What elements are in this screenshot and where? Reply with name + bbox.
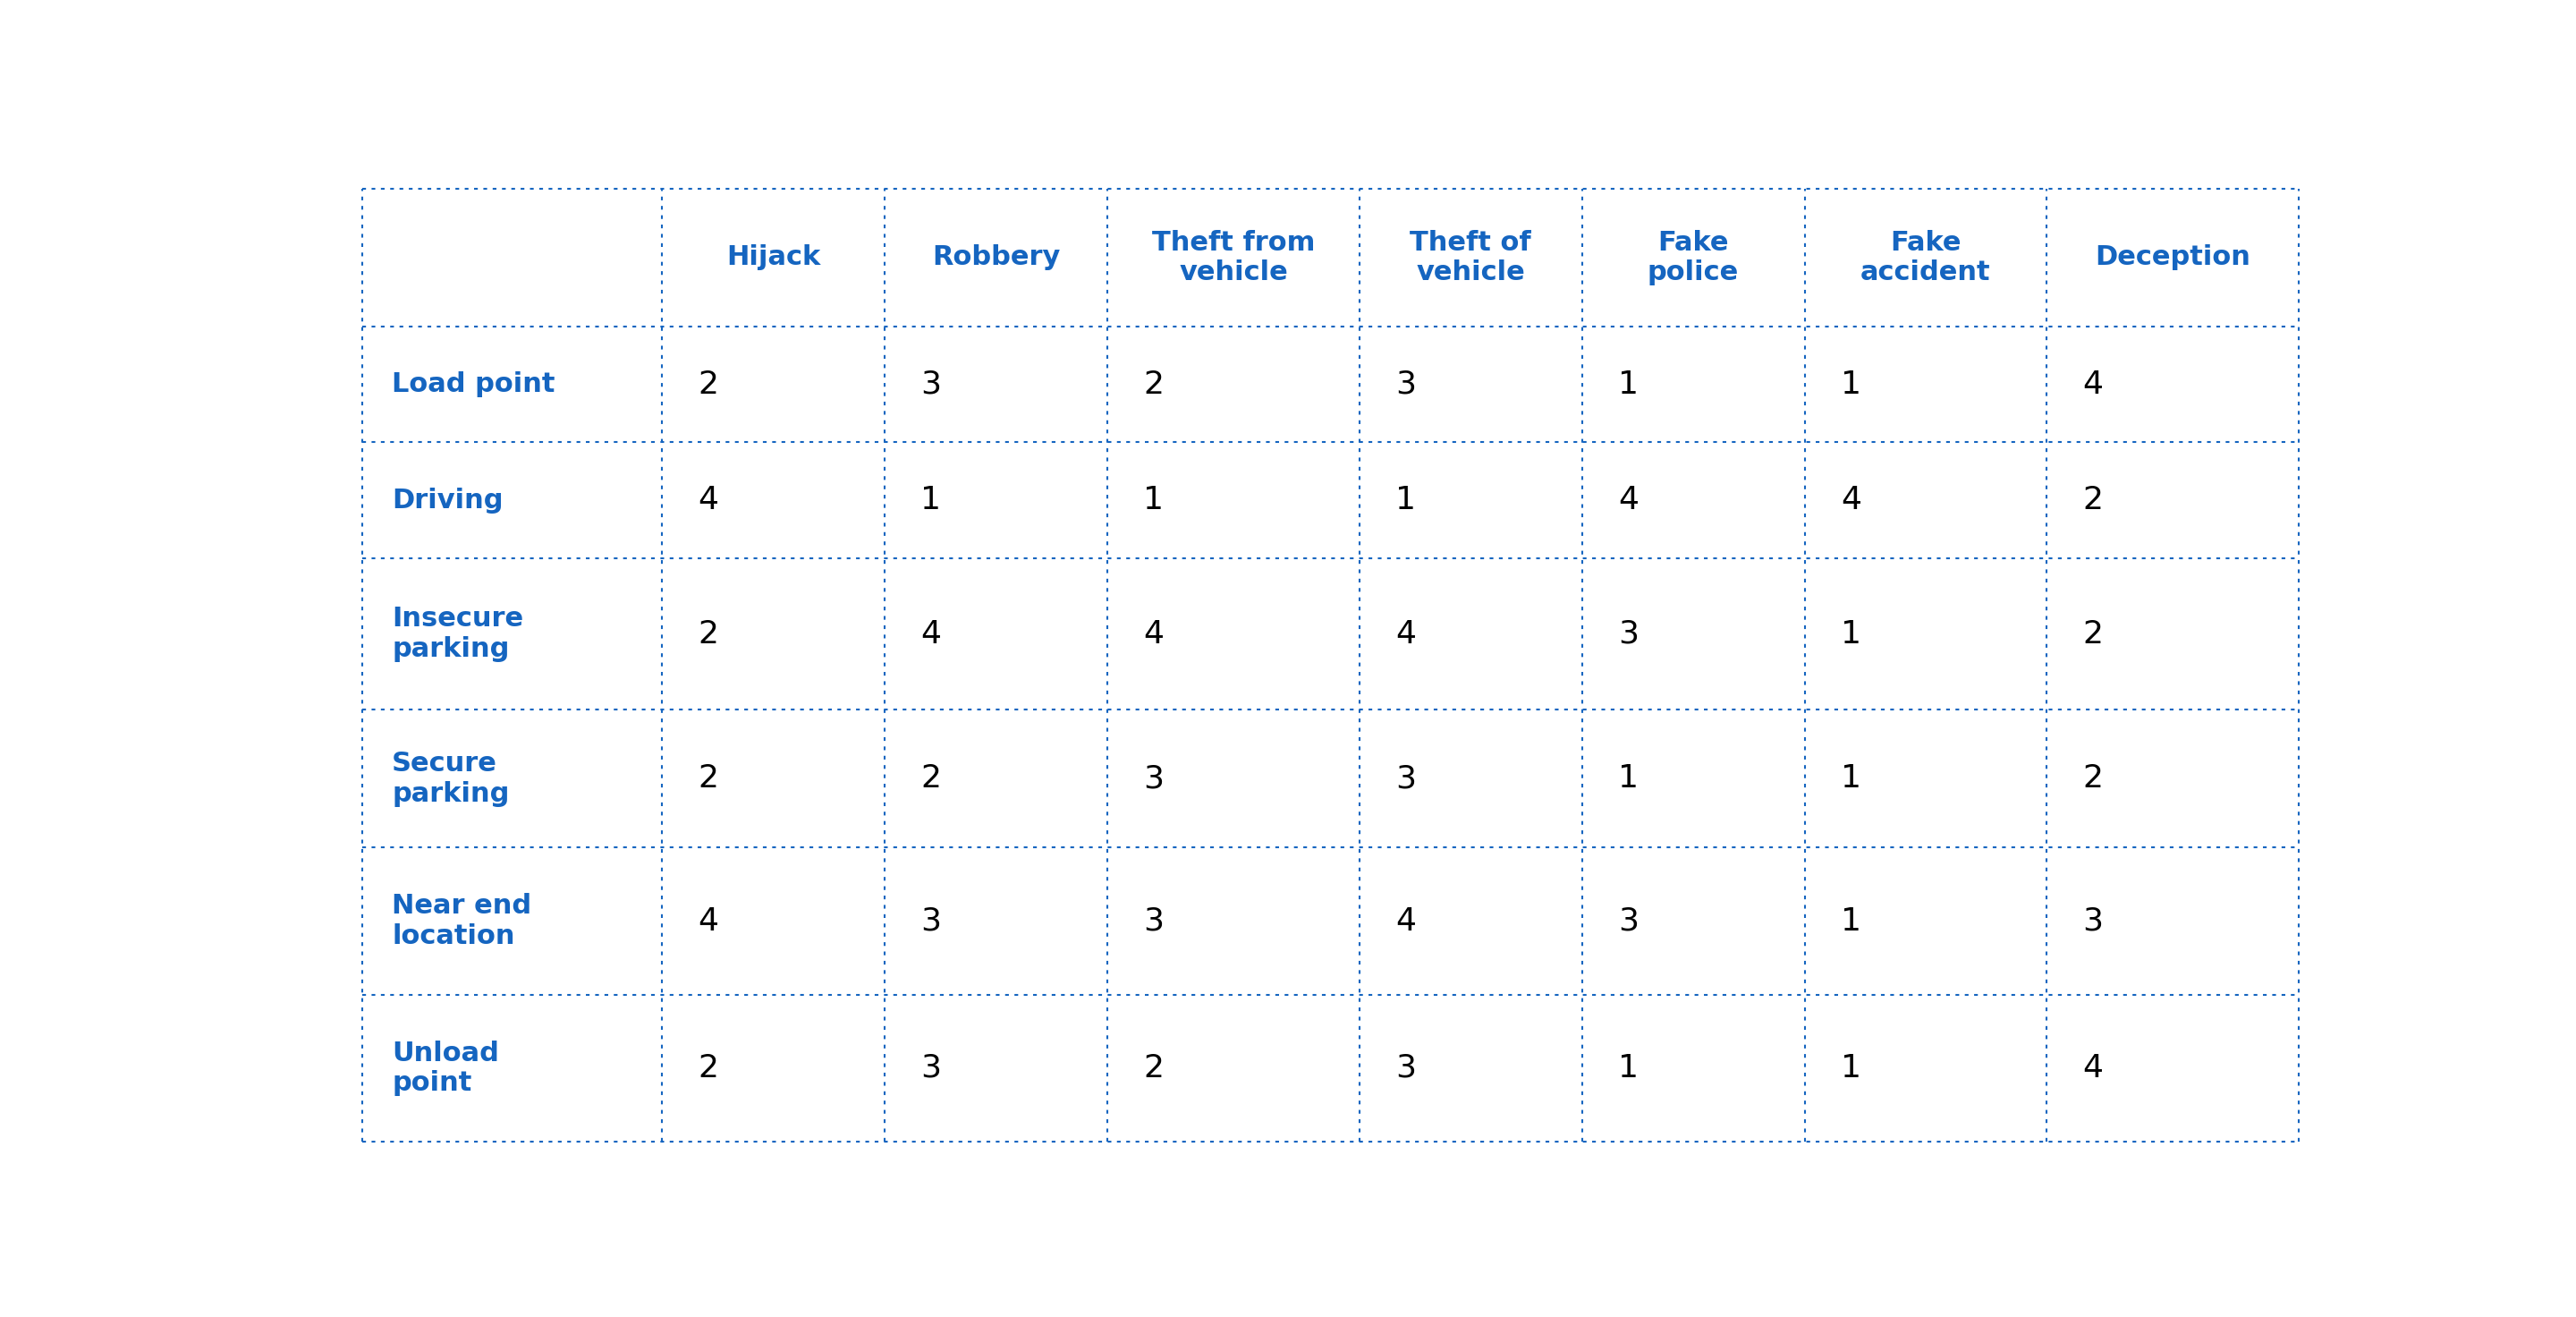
Text: 1: 1 — [1842, 1054, 1860, 1084]
Text: 3: 3 — [920, 906, 940, 936]
Text: 4: 4 — [920, 619, 940, 649]
Text: 4: 4 — [2081, 1054, 2102, 1084]
Text: Theft of
vehicle: Theft of vehicle — [1409, 229, 1530, 286]
Text: 4: 4 — [1396, 906, 1417, 936]
Text: Insecure
parking: Insecure parking — [392, 606, 523, 662]
Text: 1: 1 — [1618, 369, 1638, 399]
Text: 1: 1 — [1842, 619, 1860, 649]
Text: Unload
point: Unload point — [392, 1040, 500, 1096]
Text: 2: 2 — [698, 764, 719, 794]
Text: Robbery: Robbery — [933, 245, 1061, 270]
Text: 1: 1 — [1842, 906, 1860, 936]
Text: 3: 3 — [1618, 906, 1638, 936]
Text: Deception: Deception — [2094, 245, 2251, 270]
Text: 1: 1 — [1618, 764, 1638, 794]
Text: 2: 2 — [2081, 485, 2102, 515]
Text: Secure
parking: Secure parking — [392, 751, 510, 807]
Text: 1: 1 — [1144, 485, 1164, 515]
Text: 4: 4 — [1618, 485, 1638, 515]
Text: 3: 3 — [920, 1054, 940, 1084]
Text: 3: 3 — [2081, 906, 2102, 936]
Text: 1: 1 — [1842, 764, 1860, 794]
Text: 4: 4 — [1144, 619, 1164, 649]
Text: 3: 3 — [1396, 369, 1417, 399]
Text: 3: 3 — [1396, 764, 1417, 794]
Text: 4: 4 — [1396, 619, 1417, 649]
Text: 2: 2 — [698, 369, 719, 399]
Text: 2: 2 — [1144, 1054, 1164, 1084]
Text: 2: 2 — [2081, 619, 2102, 649]
Text: 3: 3 — [1144, 906, 1164, 936]
Text: Load point: Load point — [392, 371, 554, 398]
Text: 2: 2 — [698, 619, 719, 649]
Text: 2: 2 — [698, 1054, 719, 1084]
Text: 1: 1 — [1618, 1054, 1638, 1084]
Text: 3: 3 — [920, 369, 940, 399]
Text: 3: 3 — [1396, 1054, 1417, 1084]
Text: 1: 1 — [920, 485, 940, 515]
Text: 1: 1 — [1396, 485, 1417, 515]
Text: 4: 4 — [2081, 369, 2102, 399]
Text: Theft from
vehicle: Theft from vehicle — [1151, 229, 1314, 286]
Text: 2: 2 — [2081, 764, 2102, 794]
Text: Fake
accident: Fake accident — [1860, 229, 1991, 286]
Text: 1: 1 — [1842, 369, 1860, 399]
Text: 2: 2 — [1144, 369, 1164, 399]
Text: Driving: Driving — [392, 487, 502, 514]
Text: 4: 4 — [1842, 485, 1860, 515]
Text: 2: 2 — [920, 764, 940, 794]
Text: 4: 4 — [698, 485, 719, 515]
Text: Fake
police: Fake police — [1649, 229, 1739, 286]
Text: 4: 4 — [698, 906, 719, 936]
Text: Hijack: Hijack — [726, 245, 822, 270]
Text: Near end
location: Near end location — [392, 893, 531, 950]
Text: 3: 3 — [1618, 619, 1638, 649]
Text: 3: 3 — [1144, 764, 1164, 794]
